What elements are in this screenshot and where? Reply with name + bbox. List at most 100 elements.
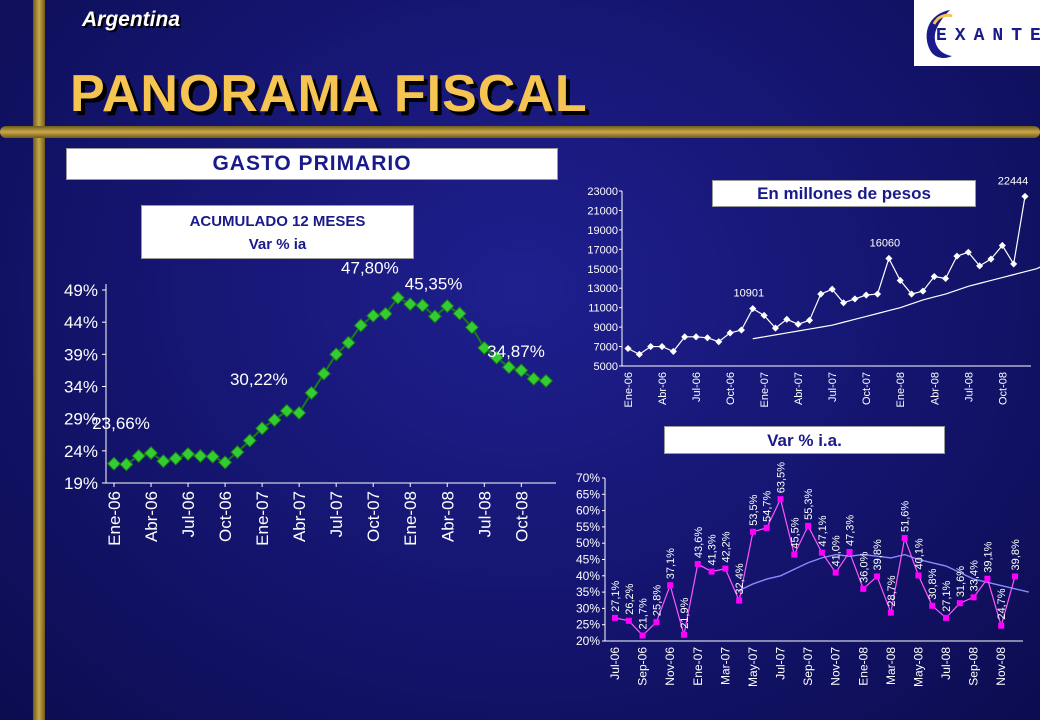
top-data-point [874,290,882,298]
left-data-point [477,340,492,355]
left-data-point [329,347,344,362]
top-data-label: 22444 [998,175,1029,187]
top-x-tick-label: Oct-07 [861,372,873,405]
top-data-point [976,262,984,270]
bottom-data-point [791,551,798,558]
bottom-data-point [929,602,936,609]
left-x-tick-label: Ene-08 [401,491,420,546]
left-data-point [514,363,529,378]
bottom-data-label: 41,3% [707,534,719,565]
left-y-tick-label: 19% [64,474,98,493]
left-x-tick-label: Abr-07 [290,491,309,542]
bottom-x-tick-label: Sep-06 [636,647,650,686]
bottom-data-label: 41,0% [831,535,843,566]
bottom-data-label: 26,2% [624,583,636,614]
bottom-y-tick-label: 60% [576,504,600,518]
top-y-tick-label: 15000 [587,264,618,276]
bottom-data-point [667,582,674,589]
top-data-point [715,338,723,346]
top-x-tick-label: Abr-07 [793,372,805,405]
left-x-tick-label: Jul-08 [475,491,494,537]
top-data-point [919,287,927,295]
bottom-data-point [805,522,812,529]
bottom-y-tick-label: 25% [576,618,600,632]
left-data-point [292,405,307,420]
bottom-data-label: 39,8% [1010,539,1022,570]
left-data-point [526,371,541,386]
left-data-point [415,298,430,313]
left-y-tick-label: 39% [64,345,98,364]
top-data-point [998,241,1006,249]
top-x-tick-label: Ene-08 [895,372,907,407]
top-data-point [703,334,711,342]
left-data-point [403,297,418,312]
bottom-data-label: 33,4% [969,560,981,591]
bottom-data-point [653,619,660,626]
top-y-tick-label: 21000 [587,205,618,217]
bottom-data-point [625,617,632,624]
top-data-point [624,344,632,353]
bottom-x-tick-label: Jul-06 [608,647,622,680]
top-data-point [885,254,893,263]
bottom-data-label: 43,6% [693,527,705,558]
top-data-point [681,333,689,341]
top-x-tick-label: Abr-06 [657,372,669,405]
top-data-point [771,324,779,332]
top-data-point [839,299,848,307]
top-data-point [794,320,802,328]
left-chart-subtitle: ACUMULADO 12 MESES Var % ia [141,205,414,259]
top-data-point [828,285,836,293]
top-data-label: 16060 [870,237,901,249]
top-data-point [987,255,995,263]
bottom-data-point [722,565,729,572]
section-title: GASTO PRIMARIO [66,148,558,180]
bottom-y-tick-label: 20% [576,634,600,648]
bottom-y-tick-label: 65% [576,487,600,501]
bottom-data-point [998,622,1005,629]
bottom-data-label: 54,7% [762,490,774,521]
top-x-tick-label: Oct-06 [725,372,737,405]
left-x-tick-label: Oct-08 [512,491,531,542]
left-data-point [353,318,368,333]
top-data-point [942,274,950,283]
left-data-point [168,451,183,466]
left-data-point [156,454,171,469]
bottom-data-point [915,572,922,579]
left-data-point [131,448,146,464]
left-y-tick-label: 24% [64,442,98,461]
bottom-data-point [749,528,756,535]
top-y-tick-label: 13000 [587,283,618,295]
left-x-tick-label: Abr-08 [438,491,457,542]
top-x-tick-label: Jul-06 [691,372,703,402]
top-data-point [953,252,961,260]
bottom-data-label: 39,8% [872,539,884,570]
bottom-data-label: 47,1% [817,515,829,546]
top-data-point [647,343,655,351]
top-data-point [737,326,745,334]
top-y-tick-label: 23000 [587,186,618,198]
bottom-data-label: 21,9% [679,597,691,628]
bottom-data-point [639,632,646,639]
top-data-point [908,290,916,298]
bottom-x-tick-label: May-08 [911,647,925,687]
bottom-data-label: 37,1% [665,548,677,579]
left-data-point [218,455,233,470]
bottom-data-point [943,614,950,621]
left-data-point [538,373,554,388]
left-x-tick-label: Abr-06 [142,491,161,542]
left-data-point [180,446,196,462]
page-title: PANORAMA FISCAL [70,65,588,123]
left-y-tick-label: 49% [64,281,98,300]
bottom-y-tick-label: 50% [576,536,600,550]
bottom-data-label: 53,5% [748,494,760,525]
top-data-point [1010,260,1018,268]
bottom-x-tick-label: Mar-08 [884,647,898,685]
left-data-point [143,445,159,461]
bottom-data-label: 27,1% [610,580,622,611]
left-data-point [378,306,393,321]
top-data-point [851,295,859,303]
left-data-point [390,290,405,305]
top-data-point [862,291,870,299]
top-data-label: 10901 [733,288,764,300]
